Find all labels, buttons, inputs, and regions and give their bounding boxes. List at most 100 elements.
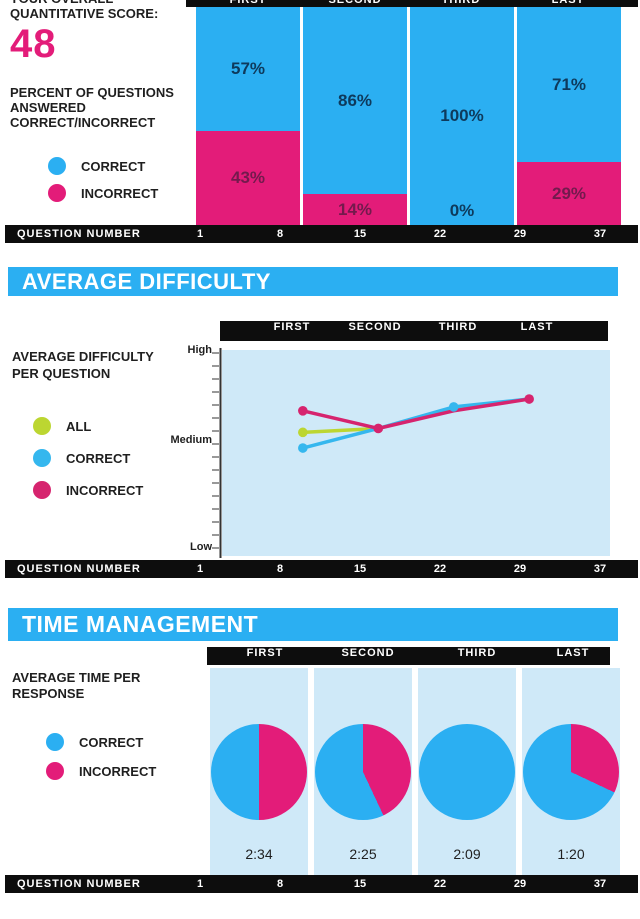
- question-tick-37: 37: [593, 228, 607, 240]
- question-tick-22: 22: [433, 563, 447, 575]
- legend-label: INCORRECT: [81, 185, 159, 201]
- correct-point: [448, 402, 459, 412]
- question-number-label: QUESTION NUMBER: [17, 563, 141, 575]
- incorrect-dot-icon: [48, 184, 66, 202]
- pie-column-last: 1:20: [522, 668, 620, 875]
- overall-title-line2: QUANTITATIVE SCORE:: [10, 6, 159, 21]
- column-label-last: LAST: [520, 321, 554, 333]
- legend-label: INCORRECT: [66, 482, 144, 498]
- bar-column-first: 57% 43%: [196, 7, 300, 225]
- question-tick-8: 8: [276, 563, 284, 575]
- legend-label: CORRECT: [66, 450, 131, 466]
- correct-bar-segment: 57%: [196, 7, 300, 131]
- difficulty-left-label: AVERAGE DIFFICULTY PER QUESTION: [12, 349, 154, 381]
- pie-column-second: 2:25: [314, 668, 412, 875]
- score-chart-column-header-bar: FIRST SECOND THIRD LAST: [186, 0, 638, 7]
- time-left-label: AVERAGE TIME PER RESPONSE: [12, 670, 141, 701]
- incorrect-point: [524, 394, 534, 404]
- y-axis-medium-label: Medium: [170, 434, 212, 446]
- column-label-last: LAST: [556, 647, 590, 659]
- difficulty-column-header-bar: FIRST SECOND THIRD LAST: [220, 321, 608, 341]
- question-tick-29: 29: [513, 878, 527, 890]
- y-axis-high-label: High: [187, 344, 212, 356]
- legend-item-incorrect: INCORRECT: [46, 762, 156, 780]
- average-time-value: 2:34: [245, 846, 273, 862]
- pie-chart-first: [211, 724, 307, 820]
- column-label-second: SECOND: [348, 321, 402, 333]
- correct-bar-segment: 71%: [517, 7, 621, 162]
- question-number-bar-1: QUESTION NUMBER 1 8 15 22 29 37: [5, 225, 638, 243]
- question-tick-37: 37: [593, 563, 607, 575]
- all-dot-icon: [33, 417, 51, 435]
- average-time-value: 2:09: [453, 846, 481, 862]
- column-label-first: FIRST: [273, 321, 311, 333]
- bar-column-third: 100% 0%: [410, 7, 514, 225]
- legend-item-correct: CORRECT: [48, 157, 145, 175]
- correct-bar-segment: 86%: [303, 7, 407, 194]
- column-label-third: THIRD: [441, 0, 481, 6]
- pie-column-first: 2:34: [210, 668, 308, 875]
- legend-label: CORRECT: [79, 734, 144, 750]
- bar-column-second: 86% 14%: [303, 7, 407, 225]
- question-tick-37: 37: [593, 878, 607, 890]
- correct-bar-segment: 100%: [410, 7, 514, 225]
- column-label-third: THIRD: [438, 321, 478, 333]
- question-tick-29: 29: [513, 228, 527, 240]
- stacked-bar-chart: 57% 43% 86% 14% 100% 0% 71% 29%: [196, 7, 621, 225]
- question-tick-15: 15: [353, 563, 367, 575]
- legend-label: ALL: [66, 418, 92, 434]
- question-tick-1: 1: [196, 878, 204, 890]
- question-tick-29: 29: [513, 563, 527, 575]
- question-tick-22: 22: [433, 228, 447, 240]
- average-difficulty-header: AVERAGE DIFFICULTY: [8, 267, 618, 296]
- incorrect-bar-segment: 43%: [196, 131, 300, 225]
- legend-item-all: ALL: [33, 417, 91, 435]
- legend-label: CORRECT: [81, 158, 146, 174]
- percent-questions-subtitle: PERCENT OF QUESTIONS ANSWERED CORRECT/IN…: [10, 85, 174, 130]
- line-correct: [301, 397, 531, 450]
- incorrect-bar-segment: 14%: [303, 194, 407, 225]
- difficulty-y-axis: [212, 348, 222, 558]
- time-pie-charts: 2:34 2:25 2:09 1:20: [210, 668, 620, 875]
- pie-chart-last: [523, 724, 619, 820]
- time-management-header: TIME MANAGEMENT: [8, 608, 618, 641]
- average-time-value: 1:20: [557, 846, 585, 862]
- incorrect-dot-icon: [46, 762, 64, 780]
- question-number-label: QUESTION NUMBER: [17, 878, 141, 890]
- pie-column-third: 2:09: [418, 668, 516, 875]
- correct-dot-icon: [46, 733, 64, 751]
- incorrect-zero-label: 0%: [449, 201, 475, 220]
- legend-item-correct: CORRECT: [33, 449, 130, 467]
- average-time-value: 2:25: [349, 846, 377, 862]
- legend-item-incorrect: INCORRECT: [48, 184, 158, 202]
- all-point: [298, 427, 308, 438]
- question-tick-8: 8: [276, 878, 284, 890]
- y-axis-low-label: Low: [190, 541, 212, 553]
- question-tick-15: 15: [353, 228, 367, 240]
- overall-title-line1: YOUR OVERALL: [10, 0, 113, 6]
- quant-score-value: 48: [10, 22, 57, 66]
- column-label-third: THIRD: [457, 647, 497, 659]
- correct-dot-icon: [33, 449, 51, 467]
- legend-item-incorrect: INCORRECT: [33, 481, 143, 499]
- question-number-bar-3: QUESTION NUMBER 1 8 15 22 29 37: [5, 875, 638, 893]
- correct-point: [298, 443, 308, 453]
- line-incorrect: [301, 397, 531, 431]
- difficulty-line-chart: [298, 394, 534, 453]
- correct-dot-icon: [48, 157, 66, 175]
- column-label-second: SECOND: [341, 647, 395, 659]
- column-label-first: FIRST: [229, 0, 267, 6]
- question-tick-22: 22: [433, 878, 447, 890]
- column-label-second: SECOND: [328, 0, 382, 6]
- incorrect-bar-segment: 29%: [517, 162, 621, 225]
- question-number-bar-2: QUESTION NUMBER 1 8 15 22 29 37: [5, 560, 638, 578]
- bar-column-last: 71% 29%: [517, 7, 621, 225]
- legend-label: INCORRECT: [79, 763, 157, 779]
- incorrect-point: [298, 406, 308, 416]
- question-number-label: QUESTION NUMBER: [17, 228, 141, 240]
- question-tick-1: 1: [196, 563, 204, 575]
- question-tick-1: 1: [196, 228, 204, 240]
- column-label-first: FIRST: [246, 647, 284, 659]
- incorrect-point: [373, 423, 384, 434]
